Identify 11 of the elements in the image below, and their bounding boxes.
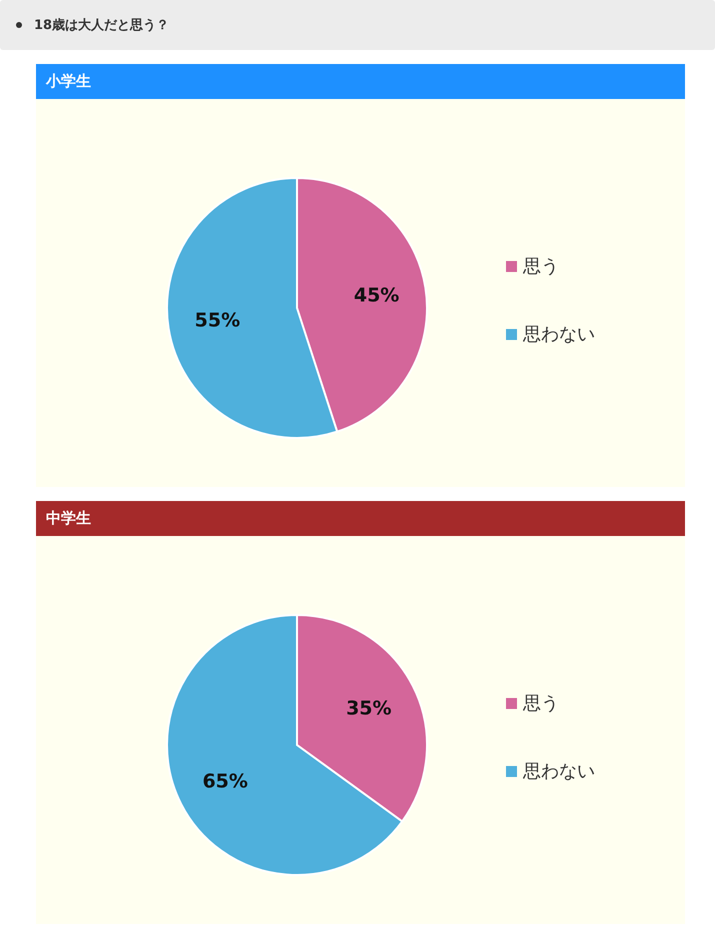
legend-label: 思う xyxy=(523,692,559,715)
data-label: 35% xyxy=(346,697,392,720)
legend-label: 思わない xyxy=(523,760,595,783)
legend-label: 思わない xyxy=(523,323,595,346)
chart-title: 小学生 xyxy=(36,64,685,99)
text: 18歳は大人だと思う？ xyxy=(0,0,715,50)
chart-title: 中学生 xyxy=(36,501,685,536)
legend-label: 思う xyxy=(523,255,559,278)
data-label: 65% xyxy=(202,770,248,793)
data-label: 45% xyxy=(354,284,400,306)
data-label: 55% xyxy=(194,310,240,332)
